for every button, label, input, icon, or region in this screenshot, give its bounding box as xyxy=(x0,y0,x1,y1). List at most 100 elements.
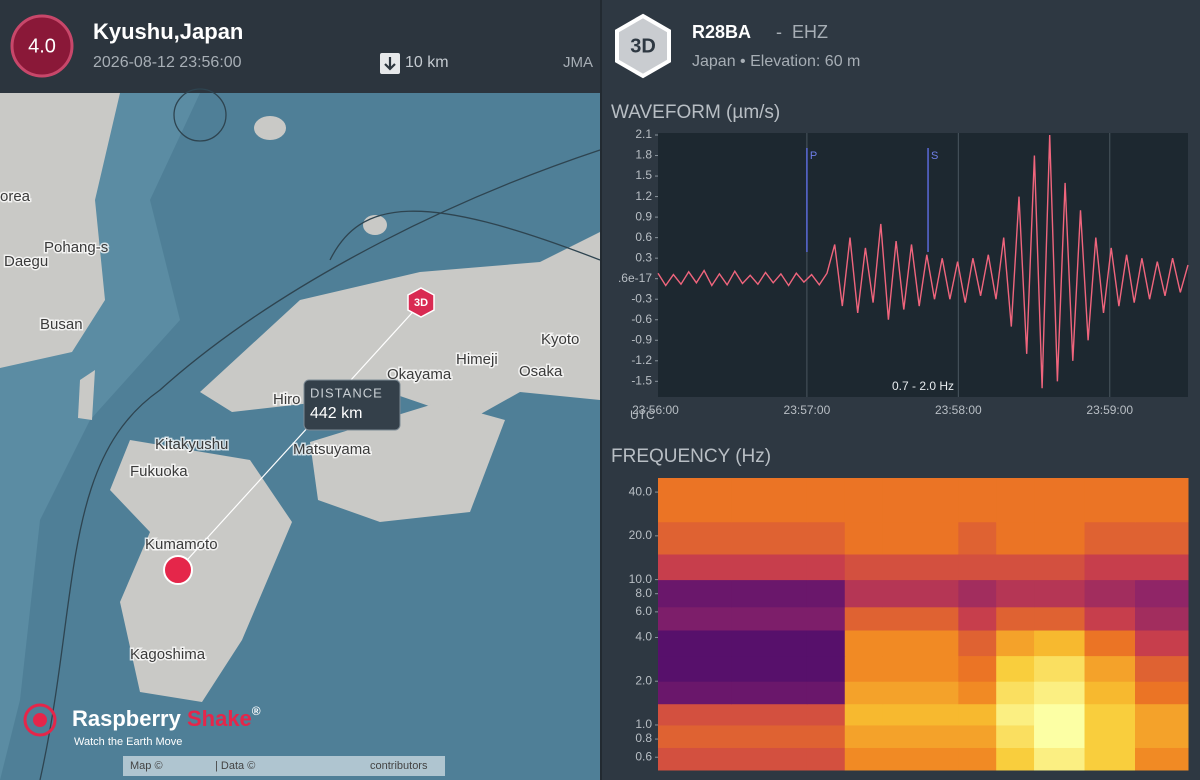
spectrogram-cell xyxy=(844,579,884,608)
y-tick-label: -1.2 xyxy=(631,353,652,367)
spectrogram-title: FREQUENCY (Hz) xyxy=(611,446,771,467)
land xyxy=(310,402,505,522)
attribution[interactable]: Map © xyxy=(130,760,163,772)
spectrogram-cell xyxy=(958,478,997,523)
spectrogram-cell xyxy=(1135,703,1189,726)
spectrogram-cell xyxy=(844,630,884,657)
spectrogram-cell xyxy=(806,606,846,631)
spectrogram-cell xyxy=(958,606,997,631)
spectrogram-cell xyxy=(731,554,808,581)
spectrogram-cell xyxy=(996,724,1035,748)
map-label: Daegu xyxy=(4,253,48,270)
event-time: 2026-08-12 23:56:00 xyxy=(93,54,242,71)
phase-label: P xyxy=(810,150,817,162)
spectrogram-cell xyxy=(996,747,1035,771)
map-label: Okayama xyxy=(387,366,452,383)
spectrogram-cell xyxy=(658,579,732,608)
y-tick-label: 1.5 xyxy=(635,168,652,182)
distance-value: 442 km xyxy=(310,405,362,422)
spectrogram-cell xyxy=(844,703,884,726)
spectrogram-cell xyxy=(1135,579,1189,608)
spectrogram-cell xyxy=(1135,747,1189,771)
spectrogram-cell xyxy=(658,630,732,657)
spectrogram-cell xyxy=(882,521,959,555)
spectrogram-cell xyxy=(958,655,997,682)
spectrogram-cell xyxy=(996,579,1035,608)
spectrogram-cell xyxy=(1084,630,1136,657)
island xyxy=(363,215,387,235)
y-tick-label: 40.0 xyxy=(629,484,653,498)
station-marker[interactable] xyxy=(407,287,435,318)
boundary xyxy=(329,210,601,261)
y-tick-label: 1.2 xyxy=(635,189,652,203)
spectrogram-cell xyxy=(882,630,959,657)
y-tick-label: 1.0 xyxy=(635,717,652,731)
waveform-plot xyxy=(658,133,1188,397)
spectrogram-cell xyxy=(1135,521,1189,555)
spectrogram-cell xyxy=(1034,521,1086,555)
spectrogram-cell xyxy=(806,703,846,726)
spectrogram-cell xyxy=(958,630,997,657)
spectrogram-cell xyxy=(844,747,884,771)
map-label: Himeji xyxy=(456,351,498,368)
y-tick-label: 4.0 xyxy=(635,630,652,644)
y-tick-label: 0.8 xyxy=(635,731,652,745)
spectrogram-cell xyxy=(1034,606,1086,631)
x-tick-label: 23:58:00 xyxy=(935,403,982,417)
y-tick-label: .6e-17 xyxy=(618,271,652,285)
spectrogram-cell xyxy=(731,655,808,682)
map-label: Kagoshima xyxy=(130,646,206,663)
spectrogram-cell xyxy=(731,703,808,726)
map-label: Kitakyushu xyxy=(155,436,228,453)
station-badge xyxy=(615,13,671,79)
spectrogram-cell xyxy=(1034,703,1086,726)
spectrogram-cell xyxy=(996,630,1035,657)
spectrogram-cell xyxy=(658,703,732,726)
spectrogram-cell xyxy=(882,681,959,705)
spectrogram-cell xyxy=(1135,630,1189,657)
brand-accent: Shake xyxy=(187,706,252,731)
spectrogram-cell xyxy=(958,554,997,581)
x-tick-label: 23:59:00 xyxy=(1086,403,1133,417)
y-tick-label: -0.6 xyxy=(631,312,652,326)
magnitude: 4.0 xyxy=(28,35,56,57)
spectrogram-cell xyxy=(806,655,846,682)
brand-logo xyxy=(23,703,57,737)
registered: ® xyxy=(252,704,261,718)
y-tick-label: 0.9 xyxy=(635,209,652,223)
y-tick-label: 8.0 xyxy=(635,586,652,600)
spectrogram-cell xyxy=(658,747,732,771)
spectrogram-cell xyxy=(658,478,732,523)
spectrogram-cell xyxy=(658,606,732,631)
spectrogram-cell xyxy=(731,681,808,705)
attribution[interactable]: contributors xyxy=(370,760,428,772)
attribution[interactable]: | Data © xyxy=(215,760,255,772)
y-tick-label: -0.3 xyxy=(631,291,652,305)
spectrogram-cell xyxy=(996,478,1035,523)
phase-label: S xyxy=(931,150,938,162)
epicenter-marker[interactable] xyxy=(163,555,193,585)
time-label: UTC xyxy=(630,408,655,422)
island xyxy=(78,370,95,420)
spectrogram-cell xyxy=(731,579,808,608)
spectrogram-cell xyxy=(731,630,808,657)
boundary xyxy=(39,149,601,780)
spectrogram-cell xyxy=(882,724,959,748)
spectrogram-cell xyxy=(731,521,808,555)
x-tick-label: 23:56:00 xyxy=(632,403,679,417)
spectrogram-cell xyxy=(1084,703,1136,726)
spectrogram-cell xyxy=(658,681,732,705)
spectrogram-cell xyxy=(1135,554,1189,581)
spectrogram-cell xyxy=(996,521,1035,555)
distance-title: DISTANCE xyxy=(310,385,383,400)
station-details: Japan • Elevation: 60 m xyxy=(692,53,860,70)
y-tick-label: 1.8 xyxy=(635,148,652,162)
spectrogram-cell xyxy=(958,724,997,748)
spectrogram-cell xyxy=(731,478,808,523)
spectrogram-cell xyxy=(1135,606,1189,631)
event-depth: 10 km xyxy=(405,54,449,71)
spectrogram-cell xyxy=(844,521,884,555)
spectrogram-cell xyxy=(844,606,884,631)
spectrogram-cell xyxy=(1084,724,1136,748)
